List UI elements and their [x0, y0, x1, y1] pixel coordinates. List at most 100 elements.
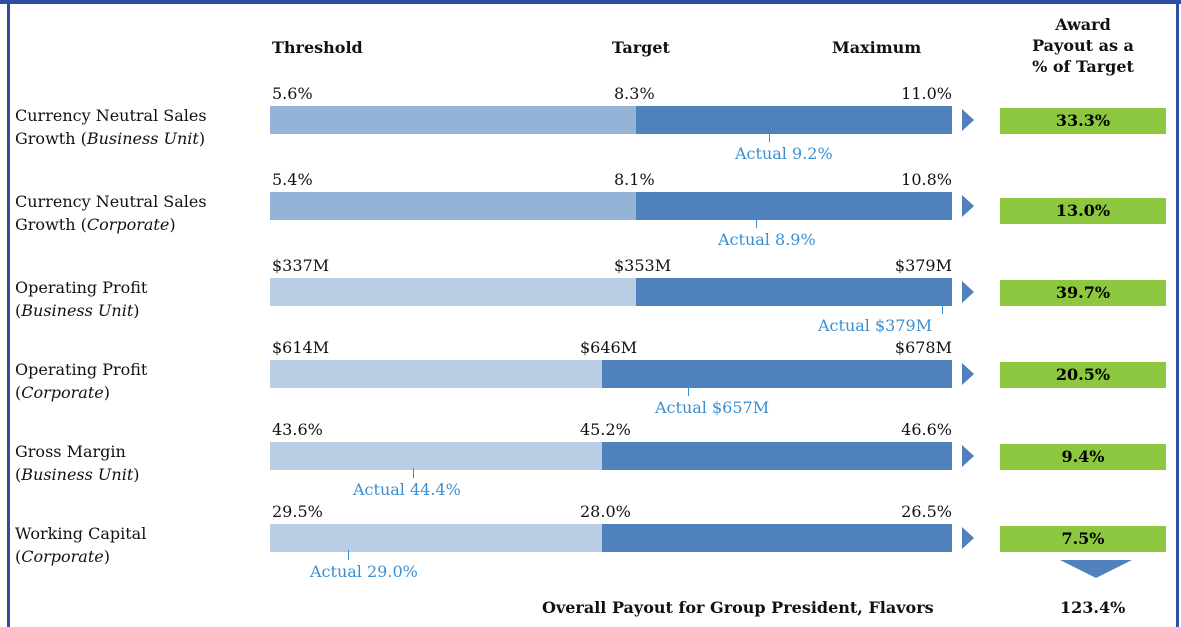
label-part: Business Unit	[21, 301, 134, 320]
bar-dark	[602, 442, 952, 470]
target: 8.1%	[614, 170, 655, 189]
payout: 13.0%	[1000, 198, 1166, 224]
frame-left	[7, 0, 10, 627]
actual-tick	[413, 468, 414, 478]
bar-light	[270, 442, 602, 470]
label-part: Corporate	[86, 215, 170, 234]
bar-light	[270, 278, 636, 306]
actual-label: Actual 9.2%	[735, 144, 833, 163]
pointer	[962, 195, 974, 217]
down-arrow	[1060, 560, 1132, 578]
bar-dark	[602, 360, 952, 388]
payout: 7.5%	[1000, 526, 1166, 552]
label-part: )	[103, 547, 110, 566]
pointer	[962, 445, 974, 467]
label-part: Growth (Business Unit)	[15, 127, 207, 150]
row-label: Gross Margin (Business Unit)	[15, 440, 140, 486]
footer-value: 123.4%	[1060, 598, 1126, 617]
footer-label: Overall Payout for Group President, Flav…	[542, 598, 934, 617]
label-part: Corporate	[21, 383, 104, 402]
target: 45.2%	[580, 420, 631, 439]
pointer	[962, 281, 974, 303]
bar-dark	[602, 524, 952, 552]
pointer	[962, 363, 974, 385]
actual-tick	[769, 132, 770, 142]
label-part: Operating Profit	[15, 360, 148, 379]
actual-label: Actual 8.9%	[718, 230, 816, 249]
label-part: Business Unit	[21, 465, 134, 484]
actual-label: Actual $379M	[818, 316, 933, 335]
pointer	[962, 527, 974, 549]
label-part: (	[15, 547, 22, 566]
row-label: Currency Neutral Sales Growth (Corporate)	[15, 190, 207, 236]
maximum: $379M	[894, 256, 952, 275]
row-label: Operating Profit (Business Unit)	[15, 276, 147, 322]
label-part: )	[133, 465, 140, 484]
bar-light	[270, 524, 602, 552]
maximum: 10.8%	[901, 170, 952, 189]
label-part: (Corporate)	[15, 381, 147, 404]
maximum: 11.0%	[901, 84, 952, 103]
actual-label: Actual 44.4%	[353, 480, 461, 499]
actual-tick	[756, 218, 757, 228]
threshold: $614M	[272, 338, 330, 357]
payout: 20.5%	[1000, 362, 1166, 388]
label-part: )	[133, 301, 140, 320]
maximum: 26.5%	[901, 502, 952, 521]
header-line: Payout as a	[1032, 36, 1134, 55]
actual-tick	[688, 386, 689, 396]
row-label: Currency Neutral Sales Growth (Business U…	[15, 104, 207, 150]
label-part: Corporate	[21, 547, 104, 566]
header-payout: Award Payout as a % of Target	[1000, 14, 1166, 77]
target: 8.3%	[614, 84, 655, 103]
payout: 9.4%	[1000, 444, 1166, 470]
actual-tick	[348, 550, 349, 560]
row-label: Working Capital (Corporate)	[15, 522, 146, 568]
actual-label: Actual $657M	[655, 398, 770, 417]
payout: 39.7%	[1000, 280, 1166, 306]
threshold: 43.6%	[272, 420, 323, 439]
label-part: )	[103, 383, 110, 402]
bar-dark	[636, 278, 952, 306]
actual-tick	[942, 304, 943, 314]
label-part: Working Capital	[15, 524, 147, 543]
bar-dark	[636, 106, 952, 134]
header-target: Target	[612, 38, 670, 57]
bar-light	[270, 192, 636, 220]
actual-label: Actual 29.0%	[310, 562, 418, 581]
label-part: Growth (	[15, 129, 87, 148]
row-label: Operating Profit (Corporate)	[15, 358, 147, 404]
target: $353M	[614, 256, 672, 275]
label-part: Gross Margin	[15, 442, 126, 461]
label-part: Growth (	[15, 215, 87, 234]
label-part: (Corporate)	[15, 545, 146, 568]
target: 28.0%	[580, 502, 631, 521]
header-maximum: Maximum	[832, 38, 922, 57]
label-part: Currency Neutral Sales	[15, 192, 207, 211]
label-part: Business Unit	[86, 129, 199, 148]
maximum: 46.6%	[901, 420, 952, 439]
threshold: 5.4%	[272, 170, 313, 189]
label-part: (	[15, 465, 22, 484]
label-part: Operating Profit	[15, 278, 148, 297]
threshold: 29.5%	[272, 502, 323, 521]
payout: 33.3%	[1000, 108, 1166, 134]
label-part: Currency Neutral Sales	[15, 106, 207, 125]
target: $646M	[580, 338, 638, 357]
label-part: )	[169, 215, 176, 234]
frame-top	[0, 0, 1181, 4]
header-threshold: Threshold	[272, 38, 363, 57]
maximum: $678M	[894, 338, 952, 357]
label-part: (Business Unit)	[15, 463, 140, 486]
label-part: (	[15, 301, 22, 320]
label-part: Growth (Corporate)	[15, 213, 207, 236]
label-part: (Business Unit)	[15, 299, 147, 322]
header-line: % of Target	[1032, 57, 1134, 76]
bar-light	[270, 360, 602, 388]
label-part: (	[15, 383, 22, 402]
bar-light	[270, 106, 636, 134]
header-line: Award	[1055, 15, 1111, 34]
frame-right	[1176, 0, 1179, 627]
bar-dark	[636, 192, 952, 220]
